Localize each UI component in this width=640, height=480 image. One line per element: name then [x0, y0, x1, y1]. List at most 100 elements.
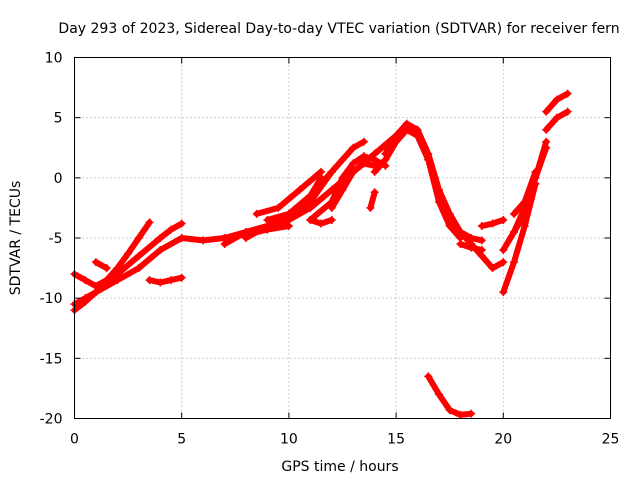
data-point	[220, 234, 229, 242]
data-point	[295, 185, 304, 194]
data-point	[520, 203, 529, 212]
data-point	[488, 264, 497, 273]
x-tick-label: 5	[177, 432, 186, 448]
chart-title: Day 293 of 2023, Sidereal Day-to-day VTE…	[58, 21, 619, 37]
data-point	[134, 264, 143, 273]
data-point	[370, 188, 379, 197]
x-axis-label: GPS time / hours	[281, 459, 398, 475]
data-point	[413, 131, 422, 140]
grid	[74, 57, 611, 419]
data-point	[102, 264, 111, 273]
data-point	[359, 159, 368, 168]
data-point	[370, 167, 379, 176]
data-point	[499, 215, 508, 224]
data-point	[434, 197, 443, 206]
data-point	[477, 221, 486, 230]
x-tick-label: 15	[387, 432, 405, 448]
data-point	[242, 234, 251, 242]
data-point	[552, 113, 561, 122]
data-point	[381, 149, 390, 158]
data-point	[327, 167, 336, 176]
y-tick-label: 5	[54, 111, 63, 127]
data-point	[542, 143, 551, 152]
data-point	[134, 252, 143, 261]
y-tick-label: 10	[45, 51, 63, 67]
data-point	[563, 89, 572, 98]
y-axis-label: SDTVAR / TECUs	[8, 181, 24, 296]
series-track-5	[92, 259, 110, 272]
data-point	[510, 258, 519, 267]
series-track-3	[92, 220, 185, 290]
series-track-4	[71, 271, 110, 290]
data-point	[338, 185, 347, 194]
y-tick-label: -10	[40, 291, 63, 307]
data-point	[124, 249, 133, 258]
data-point	[542, 107, 551, 116]
data-point	[456, 240, 465, 249]
data-point	[263, 215, 272, 224]
data-point	[366, 203, 375, 212]
data-point	[327, 203, 336, 212]
axis-ticks: 0 5 10 15 20 25 -20 -15 -10 -5 0 5 10	[40, 51, 620, 448]
data-point	[145, 276, 154, 285]
data-point	[499, 288, 508, 297]
data-point	[338, 173, 347, 182]
data-point	[424, 372, 433, 381]
data-point	[402, 123, 411, 132]
data-point	[445, 221, 454, 230]
data-point	[327, 215, 336, 224]
x-tick-label: 0	[70, 432, 79, 448]
data-point	[156, 278, 165, 287]
data-point	[510, 227, 519, 236]
data-point	[424, 155, 433, 164]
series-track-24	[511, 144, 550, 235]
data-point	[563, 107, 572, 116]
data-point	[542, 125, 551, 134]
data-point	[499, 246, 508, 255]
data-point	[488, 219, 497, 228]
data-point	[156, 234, 165, 242]
data-point	[134, 234, 143, 242]
x-tick-label: 20	[494, 432, 512, 448]
x-tick-label: 10	[280, 432, 298, 448]
data-point	[306, 191, 315, 200]
data-point	[317, 167, 326, 176]
data-point	[284, 221, 293, 230]
data-point	[177, 234, 186, 242]
data-point	[552, 95, 561, 104]
data-point	[91, 258, 100, 267]
data-point	[81, 297, 90, 306]
data-point	[349, 143, 358, 152]
data-point	[499, 258, 508, 267]
data-point	[166, 276, 175, 285]
data-point	[531, 173, 540, 182]
y-tick-label: -20	[40, 412, 63, 428]
data-point	[467, 243, 476, 252]
data-point	[359, 137, 368, 146]
data-point	[477, 246, 486, 255]
data-point	[477, 236, 486, 245]
data-point	[284, 209, 293, 218]
data-point	[349, 167, 358, 176]
data-point	[467, 409, 476, 418]
data-point	[145, 218, 154, 227]
data-point	[392, 131, 401, 140]
data-point	[306, 215, 315, 224]
data-point	[252, 209, 261, 218]
data-point	[338, 155, 347, 164]
data-point	[349, 159, 358, 168]
data-point	[317, 219, 326, 228]
data-point	[113, 270, 122, 279]
data-point	[166, 225, 175, 234]
data-point	[520, 221, 529, 230]
data-point	[156, 246, 165, 255]
data-point	[467, 234, 476, 242]
data-point	[177, 219, 186, 228]
data-point	[199, 236, 208, 245]
series-track-17	[382, 124, 464, 241]
y-tick-label: -15	[40, 351, 63, 367]
data-point	[510, 209, 519, 218]
data-point	[359, 152, 368, 161]
data-point	[456, 410, 465, 419]
